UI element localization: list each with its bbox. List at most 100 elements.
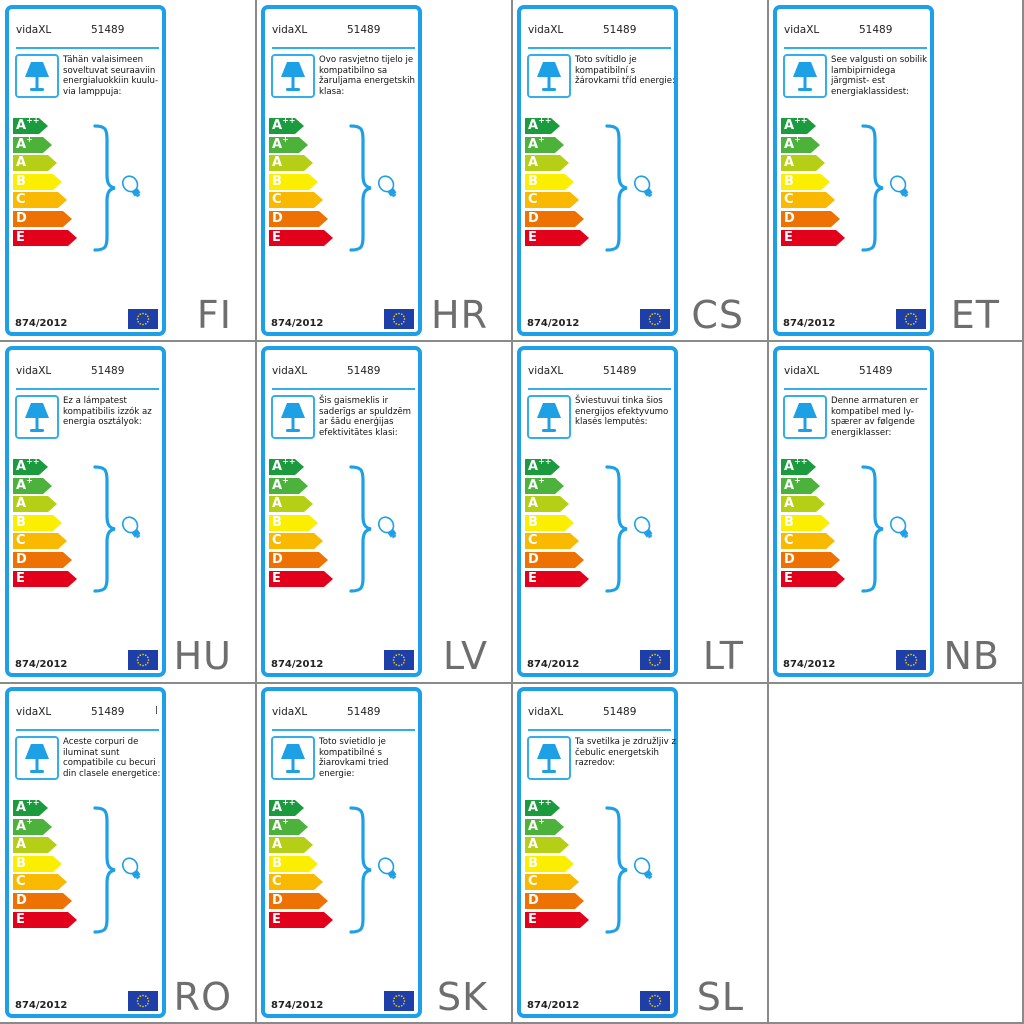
energy-class-bar: E	[13, 570, 77, 587]
energy-class-letter: C	[272, 192, 282, 208]
energy-class-bar: E	[269, 911, 333, 928]
energy-class-letter: A	[16, 818, 27, 834]
model-number: 51489	[859, 24, 893, 36]
energy-class-letter: C	[16, 192, 26, 208]
energy-class-bar: A++	[269, 458, 304, 475]
language-code: LV	[443, 634, 488, 678]
energy-class-bar: A++	[13, 117, 48, 134]
energy-class-bar: A+	[13, 134, 52, 153]
table-lamp-icon	[783, 54, 827, 98]
energy-class-modifier: ++	[282, 798, 296, 807]
header-divider	[784, 47, 927, 49]
energy-label-card: vidaXL 51489 Tähän valaisimeen soveltuva…	[5, 5, 166, 336]
energy-class-bar: B	[781, 173, 830, 190]
header-divider	[16, 47, 159, 49]
light-bulb-icon	[93, 465, 141, 593]
energy-class-bar: B	[525, 855, 574, 872]
energy-class-bar: A	[781, 496, 825, 513]
energy-class-letter: B	[272, 855, 282, 871]
energy-class-bar: D	[269, 551, 328, 568]
energy-class-bar: A	[525, 837, 569, 854]
energy-class-letter: B	[16, 855, 26, 871]
energy-class-letter: E	[272, 911, 281, 927]
language-code: HU	[173, 634, 232, 678]
header-divider	[528, 729, 671, 731]
energy-class-bar: A++	[781, 116, 816, 134]
energy-class-letter: E	[528, 570, 537, 586]
grid-divider	[0, 1022, 1024, 1024]
header-divider	[272, 729, 415, 731]
energy-class-letter: C	[528, 533, 538, 549]
brand-name: vidaXL	[528, 365, 564, 377]
compatibility-description: Ez a lámpatest kompatibilis izzók az ene…	[63, 396, 152, 427]
energy-class-letter: A	[528, 818, 539, 834]
energy-class-letter: D	[784, 551, 795, 567]
model-number: 51489	[347, 24, 381, 36]
eu-flag-icon	[128, 991, 158, 1011]
energy-class-bar: E	[781, 570, 845, 587]
energy-class-bar: A	[781, 155, 825, 172]
model-number: 51489	[603, 365, 637, 377]
energy-label-card: vidaXL 51489 Šis gaismeklis ir saderīgs …	[261, 346, 422, 677]
brand-name: vidaXL	[272, 365, 308, 377]
table-lamp-icon	[15, 395, 59, 439]
model-number: 51489	[603, 24, 637, 36]
energy-class-bar: A+	[525, 817, 564, 835]
language-code: LT	[702, 634, 744, 678]
energy-class-letter: A	[784, 477, 795, 493]
energy-class-letter: C	[272, 533, 282, 549]
energy-class-bar: C	[13, 533, 67, 550]
energy-class-bar: A++	[269, 117, 304, 134]
energy-class-scale: A++ A+ A B C D E	[13, 117, 77, 248]
energy-class-letter: A	[528, 118, 539, 133]
energy-class-letter: A	[16, 155, 27, 171]
energy-class-bar: A	[525, 496, 569, 513]
energy-class-letter: E	[272, 229, 281, 245]
brand-name: vidaXL	[784, 365, 820, 377]
energy-class-letter: E	[16, 911, 25, 927]
energy-class-bar: D	[13, 892, 72, 909]
brand-name: vidaXL	[272, 706, 308, 718]
energy-class-modifier: +	[794, 134, 801, 144]
energy-class-scale: A++ A+ A B C D E	[13, 458, 77, 589]
energy-class-modifier: +	[282, 475, 289, 485]
energy-class-letter: B	[528, 514, 538, 530]
energy-class-modifier: ++	[538, 116, 552, 125]
energy-class-scale: A++ A+ A B C D E	[13, 799, 77, 930]
energy-label-card: vidaXL 51489 See valgusti on sobilik lam…	[773, 5, 934, 336]
language-code: RO	[173, 975, 232, 1019]
energy-class-bar: A	[269, 496, 313, 513]
energy-class-letter: A	[528, 459, 539, 474]
energy-label-card: vidaXL 51489 Ez a lámpatest kompatibilis…	[5, 346, 166, 677]
energy-class-bar: E	[525, 229, 589, 246]
energy-class-scale: A++ A+ A B C D E	[269, 798, 333, 930]
brand-name: vidaXL	[16, 24, 52, 36]
energy-class-bar: E	[13, 911, 77, 928]
energy-class-modifier: +	[26, 134, 33, 144]
energy-label-card: vidaXL 51489 Ovo rasvjetno tijelo je kom…	[261, 5, 422, 336]
grid-divider	[767, 0, 769, 1024]
energy-class-bar: D	[269, 892, 328, 909]
energy-class-letter: E	[272, 570, 281, 586]
energy-class-modifier: +	[538, 475, 545, 485]
energy-class-modifier: ++	[794, 116, 808, 125]
energy-class-letter: A	[272, 818, 283, 834]
language-code: ET	[950, 293, 1000, 337]
brand-name: vidaXL	[16, 365, 52, 377]
energy-label-cell-fi: vidaXL 51489 Tähän valaisimeen soveltuva…	[0, 0, 256, 341]
energy-class-letter: A	[784, 118, 795, 133]
table-lamp-icon	[15, 54, 59, 98]
eu-flag-icon	[896, 650, 926, 670]
light-bulb-icon	[605, 124, 653, 252]
grid-divider	[255, 0, 257, 1024]
energy-class-bar: A+	[13, 476, 52, 494]
compatibility-description: See valgusti on sobilik lambipirnidega j…	[831, 55, 928, 97]
energy-class-bar: E	[13, 229, 77, 246]
language-code: NB	[943, 634, 1000, 678]
energy-class-letter: B	[272, 173, 282, 189]
light-bulb-icon	[93, 124, 141, 252]
table-lamp-icon	[783, 395, 827, 439]
energy-class-bar: A	[13, 837, 57, 854]
energy-class-letter: A	[528, 496, 539, 512]
